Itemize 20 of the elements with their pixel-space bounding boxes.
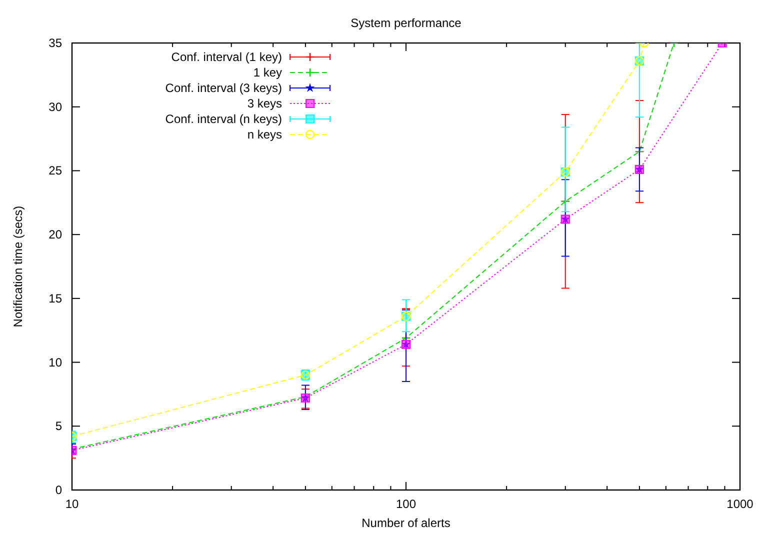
y-tick-label: 20 — [48, 228, 62, 242]
y-tick-label: 15 — [48, 291, 62, 306]
legend-label: Conf. interval (3 keys) — [165, 81, 282, 95]
y-tick-label: 10 — [48, 355, 62, 370]
x-tick-label: 1000 — [726, 497, 754, 511]
legend-label: 1 key — [253, 66, 282, 80]
y-tick-label: 30 — [48, 100, 62, 114]
y-axis-title: Notification time (secs) — [11, 206, 25, 328]
x-axis-title: Number of alerts — [362, 516, 450, 530]
legend-label: n keys — [247, 128, 282, 142]
y-tick-label: 5 — [55, 419, 62, 434]
y-tick-label: 35 — [48, 36, 62, 50]
y-tick-label: 25 — [48, 164, 62, 178]
x-tick-label: 10 — [65, 497, 79, 511]
legend-label: Conf. interval (1 key) — [171, 50, 282, 64]
legend-label: Conf. interval (n keys) — [165, 112, 282, 126]
legend-label: 3 keys — [247, 96, 282, 110]
y-tick-label: 0 — [55, 483, 62, 497]
chart-title: System performance — [350, 16, 462, 30]
x-tick-label: 100 — [396, 497, 416, 511]
